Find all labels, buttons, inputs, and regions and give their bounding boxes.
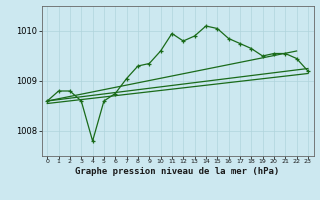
X-axis label: Graphe pression niveau de la mer (hPa): Graphe pression niveau de la mer (hPa) bbox=[76, 167, 280, 176]
